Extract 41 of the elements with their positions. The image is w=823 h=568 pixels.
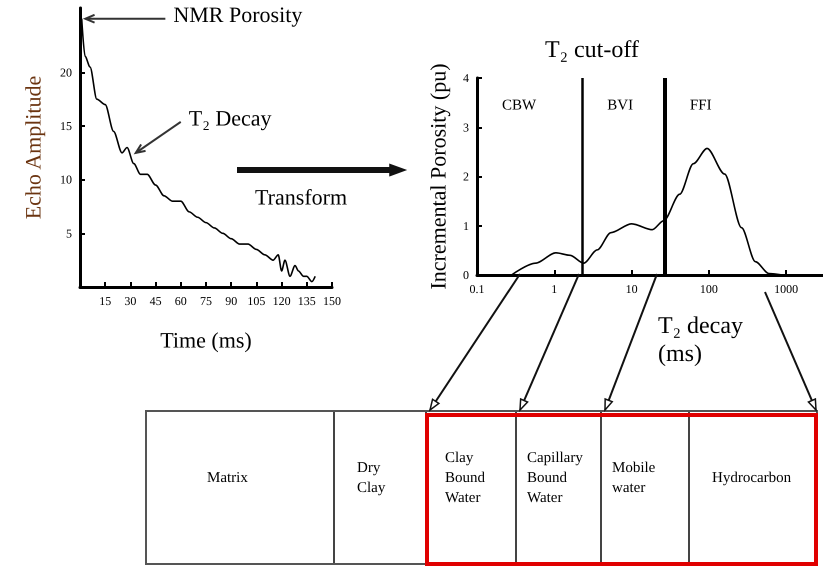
text: Capillary Bound Water (527, 448, 583, 508)
x-tick-label: 100 (700, 282, 718, 296)
x-tick-label: 75 (200, 294, 212, 308)
text: Dry Clay (357, 458, 386, 498)
y-tick-label: 10 (60, 172, 72, 187)
annotation: FFI (690, 98, 712, 114)
text: Hydrocarbon (712, 468, 792, 488)
x-tick-label: 1 (551, 282, 558, 296)
text: Matrix (207, 468, 248, 488)
y-tick-label: 4 (463, 71, 469, 85)
y-tick-label: 15 (60, 119, 72, 134)
x-tick-label: 120 (272, 294, 291, 308)
y-tick-label: 1 (463, 218, 469, 233)
chart-title: T₂ cut-off (545, 37, 639, 63)
x-tick-label: 15 (99, 294, 112, 308)
x-axis-title: T₂ decay (ms) (658, 313, 743, 367)
x-tick-label: 105 (247, 294, 266, 308)
x-tick-label: 1000 (774, 282, 798, 296)
x-tick-label: 60 (174, 294, 187, 308)
x-tick-label: 90 (225, 294, 238, 308)
annotation: CBW (502, 98, 538, 114)
y-axis-title: Incremental Porosity (pu) (426, 63, 450, 290)
x-tick-label: 45 (150, 294, 162, 308)
y-tick-label: 2 (463, 170, 469, 184)
y-axis-title: Echo Amplitude (20, 76, 46, 220)
x-tick-label: 0.1 (470, 282, 484, 296)
x-tick-label: 10 (626, 282, 638, 296)
x-tick-label: 150 (323, 294, 341, 308)
text: Mobile water (612, 458, 656, 498)
y-tick-label: 5 (66, 226, 72, 240)
x-tick-label: 135 (298, 294, 316, 308)
y-tick-label: 0 (463, 268, 469, 282)
annotation: Transform (255, 184, 348, 210)
annotation: T₂ Decay (188, 105, 272, 130)
y-tick-label: 3 (463, 120, 469, 134)
text: Clay Bound Water (445, 448, 486, 508)
x-axis-title: Time (ms) (160, 328, 252, 352)
y-tick-label: 20 (60, 65, 72, 80)
x-tick-label: 30 (124, 294, 136, 308)
annotation: NMR Porosity (173, 2, 302, 28)
annotation: BVI (607, 98, 634, 114)
